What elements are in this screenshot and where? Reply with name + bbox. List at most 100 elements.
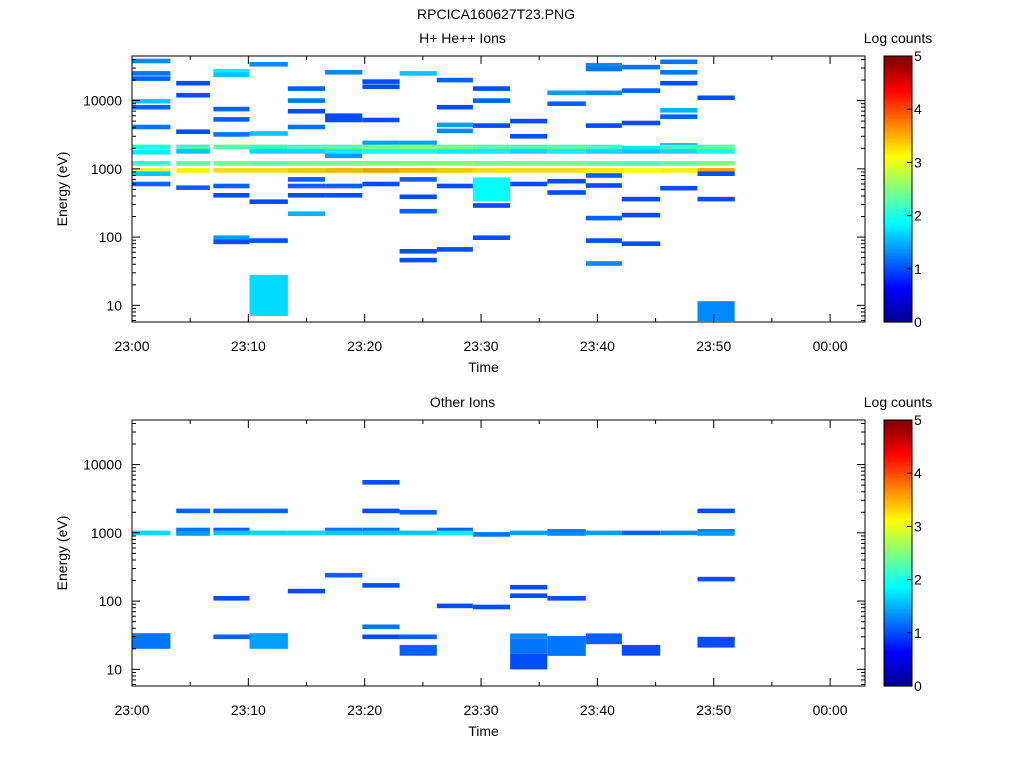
heatmap-cell [399, 257, 437, 263]
colorbar-segment [884, 100, 912, 104]
heatmap-cell [213, 530, 250, 536]
heatmap-cell [362, 583, 400, 588]
colorbar-tick-label: 1 [914, 625, 922, 641]
heatmap-cell [213, 183, 250, 189]
heatmap-cell [399, 161, 437, 166]
heatmap-cell [213, 193, 250, 198]
colorbar-segment [884, 308, 912, 312]
colorbar-segment [884, 584, 912, 587]
colorbar-segment [884, 315, 912, 319]
heatmap-cell [132, 76, 171, 81]
plot-frame [131, 419, 866, 687]
x-tick-label: 23:10 [231, 338, 266, 354]
heatmap-cell [176, 185, 210, 190]
colorbar-tick-label: 4 [914, 465, 922, 481]
heatmap-cell [697, 531, 735, 536]
heatmap-cell [510, 168, 548, 173]
colorbar-segment [884, 173, 912, 177]
colorbar-segment [884, 255, 912, 259]
heatmap-cell [697, 576, 735, 582]
colorbar-segment [884, 242, 912, 246]
heatmap-cell [510, 653, 548, 670]
colorbar-segment [884, 204, 912, 208]
colorbar-segment [884, 672, 912, 676]
y-tick-label: 100 [99, 229, 123, 245]
colorbar-segment [884, 80, 912, 84]
heatmap-cell [660, 80, 698, 86]
heatmap-cell [660, 168, 698, 173]
colorbar-segment [884, 317, 912, 321]
colorbar-segment [884, 106, 912, 110]
colorbar-segment [884, 60, 912, 64]
heatmap-cell [660, 108, 698, 113]
heatmap-cell [585, 66, 622, 72]
colorbar-segment [884, 612, 912, 616]
colorbar-segment [884, 135, 912, 139]
heatmap-cell [621, 168, 661, 173]
heatmap-cell [436, 128, 473, 134]
colorbar-segment [884, 619, 912, 623]
heatmap-cell [362, 84, 400, 89]
heatmap-cell [399, 634, 437, 640]
heatmap-cell [249, 633, 288, 649]
heatmap-cell [697, 196, 735, 202]
colorbar-segment [884, 200, 912, 203]
colorbar-segment [884, 626, 912, 629]
colorbar-segment [884, 681, 912, 685]
heatmap-cell [132, 168, 171, 173]
heatmap-cell [213, 132, 250, 137]
colorbar-segment [884, 546, 912, 550]
colorbar-segment [884, 495, 912, 499]
colorbar-segment [884, 202, 912, 206]
heatmap-cell [547, 144, 586, 150]
colorbar-segment [884, 197, 912, 201]
heatmap-cell [510, 144, 548, 150]
colorbar-segment [884, 217, 912, 221]
heatmap-cell [325, 527, 363, 533]
colorbar-segment [884, 306, 912, 310]
y-tick-label: 100 [99, 593, 123, 609]
colorbar-segment [884, 499, 912, 503]
colorbar-segment [884, 180, 912, 183]
colorbar-segment [884, 166, 912, 170]
colorbar-segment [884, 208, 912, 212]
colorbar-segment [884, 515, 912, 519]
colorbar-tick-label: 2 [914, 572, 922, 588]
colorbar-segment [884, 663, 912, 667]
colorbar-segment [884, 453, 912, 457]
colorbar-tick-label: 3 [914, 154, 922, 170]
colorbar-segment [884, 599, 912, 603]
colorbar-segment [884, 211, 912, 214]
colorbar-segment [884, 422, 912, 426]
heatmap-cell [697, 168, 735, 173]
colorbar-segment [884, 581, 912, 585]
colorbar-segment [884, 657, 912, 660]
colorbar-segment [884, 297, 912, 301]
colorbar-segment [884, 215, 912, 219]
heatmap-cell [213, 72, 250, 77]
x-axis-label: Time [468, 359, 499, 375]
figure-title: RPCICA160627T23.PNG [417, 6, 575, 22]
heatmap-cell [585, 173, 622, 178]
heatmap-cells [132, 58, 735, 322]
colorbar-segment [884, 420, 912, 423]
colorbar-segment [884, 568, 912, 572]
heatmap-cell [249, 238, 288, 243]
colorbar-segment [884, 521, 912, 525]
colorbar-segment [884, 632, 912, 636]
heatmap-cell [399, 644, 437, 656]
heatmap-cell [621, 161, 661, 166]
colorbar-frame [883, 55, 913, 323]
colorbar-segment [884, 437, 912, 441]
heatmap-cell [249, 131, 288, 136]
colorbar-segment [884, 623, 912, 627]
heatmap-cell [176, 161, 210, 166]
x-tick-label: 23:50 [696, 702, 731, 718]
heatmap-cell [472, 86, 511, 91]
x-tick-label: 23:00 [114, 702, 149, 718]
heatmap-cell [325, 193, 363, 198]
heatmap-cell [585, 183, 622, 188]
heatmap-cell [287, 193, 326, 198]
heatmap-cell [547, 168, 586, 173]
y-tick-label: 10000 [83, 93, 122, 109]
